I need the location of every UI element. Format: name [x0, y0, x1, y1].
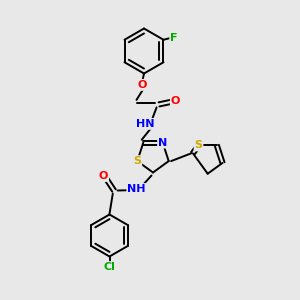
- Text: O: O: [99, 171, 108, 181]
- Text: O: O: [138, 80, 147, 90]
- Text: S: S: [194, 140, 202, 151]
- Text: HN: HN: [136, 119, 155, 129]
- Text: O: O: [171, 96, 180, 106]
- Text: S: S: [133, 156, 141, 166]
- Text: Cl: Cl: [103, 262, 116, 272]
- Text: NH: NH: [127, 184, 146, 194]
- Text: F: F: [170, 33, 178, 43]
- Text: N: N: [158, 138, 167, 148]
